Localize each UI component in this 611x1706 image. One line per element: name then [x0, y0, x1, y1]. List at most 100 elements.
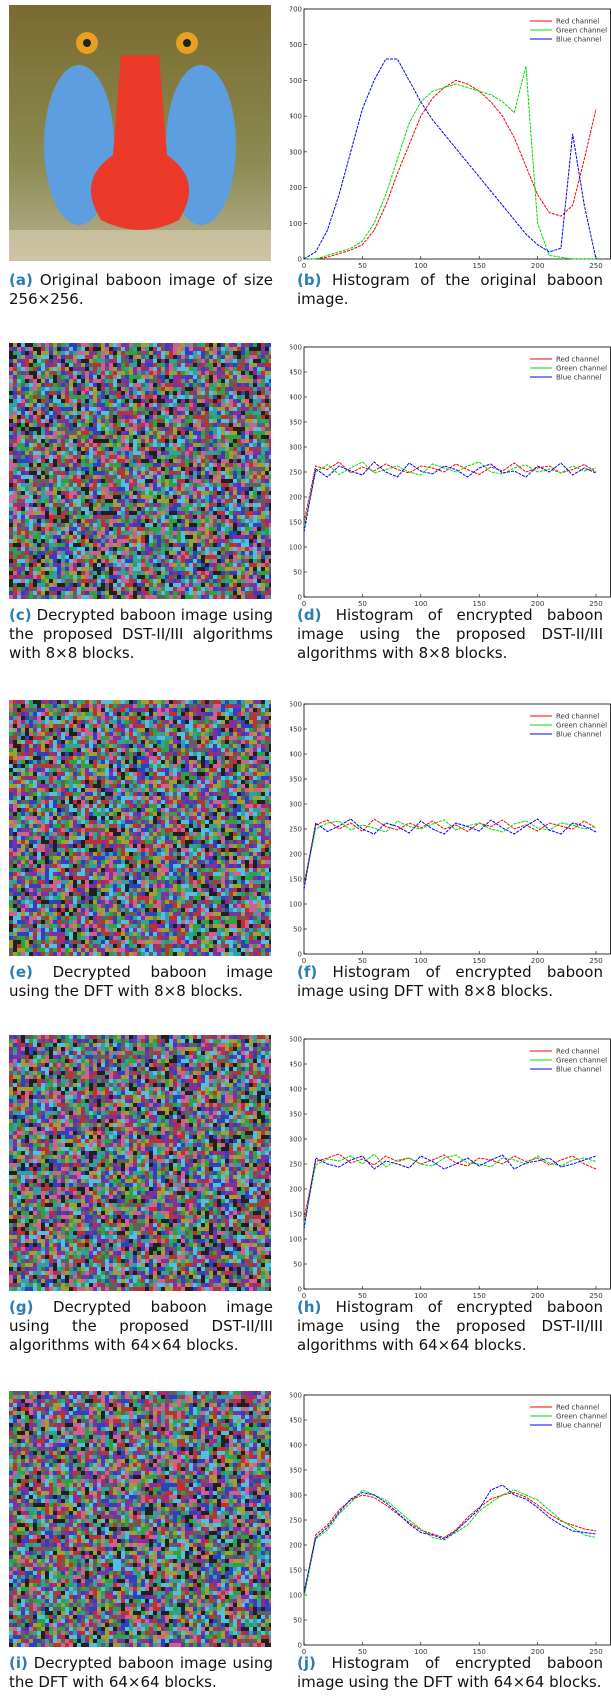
noise-pixel [33, 347, 37, 351]
noise-pixel [217, 579, 221, 583]
noise-pixel [173, 575, 177, 579]
noise-pixel [97, 415, 101, 419]
noise-pixel [181, 499, 185, 503]
noise-pixel [237, 507, 241, 511]
noise-pixel [93, 511, 97, 515]
noise-pixel [85, 423, 89, 427]
noise-pixel [193, 543, 197, 547]
noise-pixel [221, 555, 225, 559]
noise-pixel [25, 736, 29, 740]
noise-pixel [213, 443, 217, 447]
noise-pixel [105, 383, 109, 387]
noise-pixel [145, 371, 149, 375]
noise-pixel [245, 728, 249, 732]
noise-pixel [237, 371, 241, 375]
noise-pixel [193, 716, 197, 720]
noise-pixel [245, 535, 249, 539]
noise-pixel [65, 539, 69, 543]
noise-pixel [189, 716, 193, 720]
noise-pixel [269, 379, 271, 383]
noise-pixel [33, 539, 37, 543]
noise-pixel [109, 579, 113, 583]
noise-pixel [169, 704, 173, 708]
noise-pixel [161, 583, 165, 587]
noise-pixel [49, 487, 53, 491]
noise-pixel [221, 559, 225, 563]
noise-pixel [165, 595, 169, 599]
noise-pixel [129, 411, 133, 415]
noise-pixel [185, 579, 189, 583]
noise-pixel [141, 471, 145, 475]
noise-pixel [33, 419, 37, 423]
noise-pixel [153, 511, 157, 515]
noise-pixel [189, 511, 193, 515]
noise-pixel [57, 375, 61, 379]
noise-pixel [45, 403, 49, 407]
noise-pixel [65, 587, 69, 591]
noise-pixel [265, 483, 269, 487]
noise-pixel [245, 523, 249, 527]
noise-pixel [53, 708, 57, 712]
noise-pixel [173, 531, 177, 535]
noise-pixel [117, 459, 121, 463]
noise-pixel [97, 543, 101, 547]
noise-pixel [29, 744, 33, 748]
noise-pixel [9, 395, 13, 399]
noise-pixel [249, 579, 253, 583]
noise-pixel [153, 535, 157, 539]
noise-pixel [13, 567, 17, 571]
noise-pixel [141, 443, 145, 447]
noise-pixel [97, 523, 101, 527]
noise-pixel [173, 567, 177, 571]
noise-pixel [173, 479, 177, 483]
noise-pixel [25, 523, 29, 527]
noise-pixel [249, 343, 253, 347]
noise-pixel [157, 724, 161, 728]
noise-pixel [137, 375, 141, 379]
noise-pixel [45, 455, 49, 459]
noise-pixel [45, 447, 49, 451]
noise-pixel [89, 535, 93, 539]
noise-pixel [205, 411, 209, 415]
noise-pixel [169, 395, 173, 399]
noise-pixel [213, 712, 217, 716]
noise-pixel [89, 359, 93, 363]
noise-pixel [93, 351, 97, 355]
noise-pixel [9, 535, 13, 539]
noise-pixel [257, 499, 261, 503]
noise-pixel [13, 379, 17, 383]
noise-pixel [229, 347, 233, 351]
noise-pixel [253, 407, 257, 411]
noise-pixel [17, 435, 21, 439]
noise-pixel [233, 515, 237, 519]
noise-pixel [173, 595, 177, 599]
noise-pixel [145, 447, 149, 451]
noise-pixel [229, 411, 233, 415]
noise-pixel [153, 363, 157, 367]
noise-pixel [33, 547, 37, 551]
noise-pixel [249, 523, 253, 527]
noise-pixel [233, 531, 237, 535]
noise-pixel [249, 427, 253, 431]
noise-pixel [9, 355, 13, 359]
noise-pixel [77, 547, 81, 551]
noise-pixel [29, 575, 33, 579]
noise-pixel [221, 351, 225, 355]
noise-pixel [97, 483, 101, 487]
noise-pixel [161, 415, 165, 419]
noise-pixel [69, 475, 73, 479]
noise-pixel [105, 700, 109, 704]
noise-pixel [193, 567, 197, 571]
noise-pixel [61, 559, 65, 563]
noise-pixel [37, 363, 41, 367]
noise-pixel [149, 387, 153, 391]
noise-pixel [245, 475, 249, 479]
noise-pixel [253, 355, 257, 359]
noise-pixel [213, 463, 217, 467]
noise-pixel [29, 555, 33, 559]
noise-pixel [145, 555, 149, 559]
noise-pixel [257, 411, 261, 415]
noise-pixel [93, 375, 97, 379]
noise-pixel [13, 435, 17, 439]
noise-pixel [125, 535, 129, 539]
